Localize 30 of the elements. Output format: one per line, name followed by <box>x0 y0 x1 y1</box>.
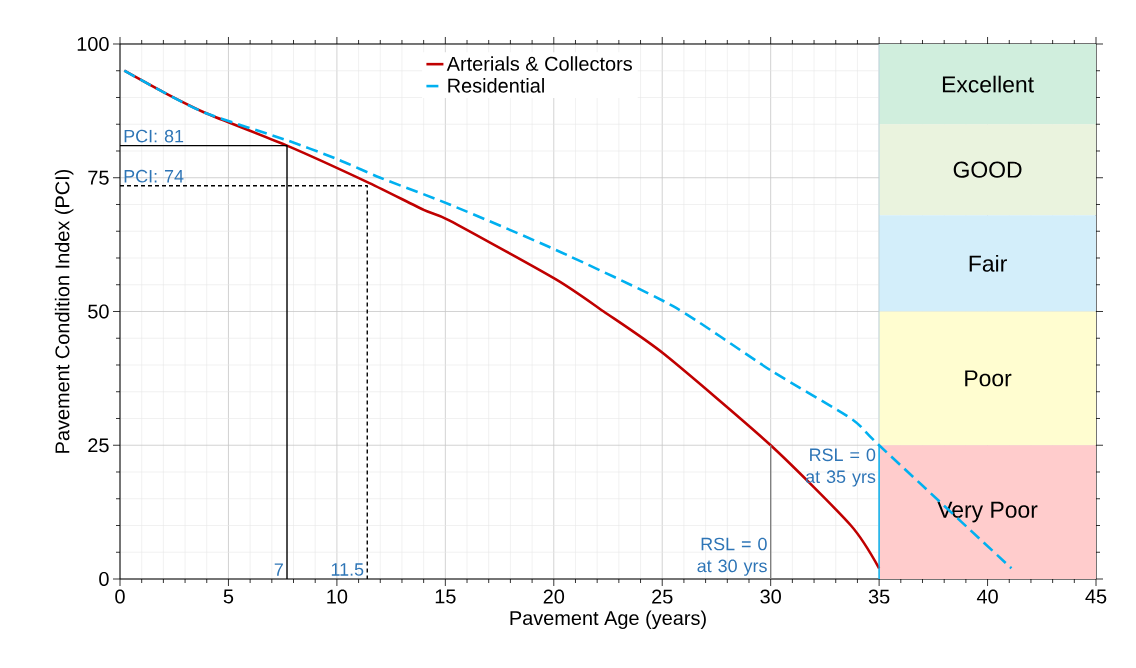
legend-label: Residential <box>448 78 544 93</box>
annotation: 11.5 <box>331 563 364 576</box>
y-tick-label: 75 <box>88 170 109 185</box>
annotation: RSL = 0 at 35 yrs <box>805 448 876 487</box>
x-tick-label: 20 <box>543 589 565 604</box>
band-label: Fair <box>969 254 1007 272</box>
x-tick-label: 25 <box>652 589 673 604</box>
y-tick-label: 0 <box>99 571 109 587</box>
y-tick-label: 100 <box>77 36 109 52</box>
x-tick-label: 35 <box>868 589 890 604</box>
band-label: Poor <box>965 370 1012 387</box>
y-axis-title: Pavement Condition Index (PCI) <box>54 169 74 453</box>
x-tick-label: 40 <box>976 589 998 604</box>
band-label: Very Poor <box>937 501 1038 523</box>
x-tick-label: 45 <box>1085 589 1107 604</box>
y-tick-label: 50 <box>88 304 109 319</box>
band-label: Excellent <box>942 75 1034 93</box>
annotation: RSL = 0 at 30 yrs <box>697 537 767 576</box>
x-tick-label: 0 <box>115 589 125 604</box>
legend-label: Arterials & Collectors <box>446 56 632 71</box>
x-tick-label: 30 <box>760 589 781 604</box>
annotation: 7 <box>274 563 283 576</box>
band-label: GOOD <box>953 161 1022 178</box>
x-axis-title: Pavement Age (years) <box>510 610 706 630</box>
annotation: PCI: 74 <box>124 169 184 183</box>
y-tick-label: 25 <box>88 438 109 453</box>
x-tick-label: 5 <box>223 589 234 604</box>
x-tick-label: 10 <box>327 589 348 604</box>
x-tick-label: 15 <box>435 589 456 604</box>
annotation: PCI: 81 <box>124 129 184 143</box>
